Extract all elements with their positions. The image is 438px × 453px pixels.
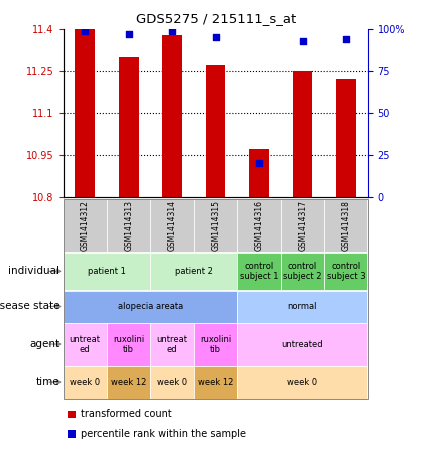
- Text: disease state: disease state: [0, 301, 59, 312]
- Text: time: time: [35, 377, 59, 387]
- Bar: [237, 253, 280, 290]
- Point: [256, 159, 263, 167]
- Text: control
subject 3: control subject 3: [327, 262, 365, 281]
- Text: alopecia areata: alopecia areata: [118, 302, 183, 311]
- Text: ruxolini
tib: ruxolini tib: [200, 335, 231, 354]
- Point: [299, 37, 306, 44]
- Text: week 0: week 0: [157, 378, 187, 387]
- Text: week 0: week 0: [287, 378, 318, 387]
- Text: untreated: untreated: [282, 340, 323, 349]
- Bar: [151, 323, 194, 366]
- Bar: [325, 253, 367, 290]
- Bar: [293, 71, 312, 197]
- Bar: [237, 199, 280, 252]
- Bar: [237, 291, 367, 323]
- Bar: [107, 366, 150, 399]
- Bar: [194, 199, 237, 252]
- Text: GSM1414314: GSM1414314: [168, 200, 177, 251]
- Text: control
subject 1: control subject 1: [240, 262, 278, 281]
- Bar: [281, 253, 324, 290]
- Bar: [64, 253, 150, 290]
- Bar: [151, 253, 237, 290]
- Bar: [64, 323, 106, 366]
- Text: control
subject 2: control subject 2: [283, 262, 322, 281]
- Text: week 12: week 12: [111, 378, 146, 387]
- Text: transformed count: transformed count: [81, 410, 172, 419]
- Bar: [107, 199, 150, 252]
- Bar: [75, 29, 95, 197]
- Bar: [249, 149, 269, 197]
- Text: untreat
ed: untreat ed: [70, 335, 101, 354]
- Bar: [237, 366, 367, 399]
- Text: patient 1: patient 1: [88, 267, 126, 276]
- Point: [343, 35, 350, 43]
- Text: individual: individual: [8, 266, 59, 276]
- Point: [125, 30, 132, 38]
- Text: GSM1414312: GSM1414312: [81, 200, 90, 251]
- Text: week 0: week 0: [70, 378, 100, 387]
- Bar: [151, 199, 194, 252]
- Text: GSM1414316: GSM1414316: [255, 200, 264, 251]
- Bar: [336, 79, 356, 197]
- Point: [169, 27, 176, 34]
- Text: GSM1414313: GSM1414313: [124, 200, 133, 251]
- Bar: [107, 323, 150, 366]
- Text: untreat
ed: untreat ed: [156, 335, 187, 354]
- Text: percentile rank within the sample: percentile rank within the sample: [81, 429, 246, 439]
- Bar: [64, 291, 237, 323]
- Text: agent: agent: [29, 339, 59, 349]
- Bar: [281, 199, 324, 252]
- Bar: [162, 34, 182, 197]
- Bar: [151, 366, 194, 399]
- Text: normal: normal: [288, 302, 317, 311]
- Text: week 12: week 12: [198, 378, 233, 387]
- Title: GDS5275 / 215111_s_at: GDS5275 / 215111_s_at: [136, 12, 296, 25]
- Text: patient 2: patient 2: [175, 267, 213, 276]
- Text: GSM1414317: GSM1414317: [298, 200, 307, 251]
- Bar: [64, 366, 106, 399]
- Bar: [237, 323, 367, 366]
- Bar: [68, 410, 76, 419]
- Bar: [194, 323, 237, 366]
- Bar: [68, 430, 76, 438]
- Bar: [64, 199, 368, 399]
- Text: ruxolini
tib: ruxolini tib: [113, 335, 144, 354]
- Bar: [194, 366, 237, 399]
- Bar: [206, 65, 226, 197]
- Text: GSM1414318: GSM1414318: [342, 200, 351, 251]
- Point: [82, 27, 89, 34]
- Bar: [119, 57, 138, 197]
- Bar: [325, 199, 367, 252]
- Point: [212, 34, 219, 41]
- Bar: [64, 199, 106, 252]
- Text: GSM1414315: GSM1414315: [211, 200, 220, 251]
